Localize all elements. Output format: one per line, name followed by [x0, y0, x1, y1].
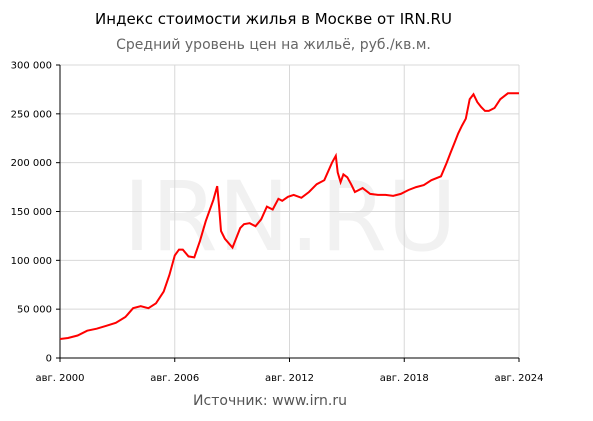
y-tick-label: 200 000: [11, 158, 52, 169]
x-tick-label: авг. 2024: [494, 373, 543, 384]
chart-title: Индекс стоимости жилья в Москве от IRN.R…: [95, 10, 452, 28]
y-tick-label: 100 000: [11, 256, 52, 267]
x-tick-label: авг. 2012: [265, 373, 314, 384]
x-tick-label: авг. 2000: [35, 373, 84, 384]
x-tick-label: авг. 2006: [150, 373, 199, 384]
x-tick-label: авг. 2018: [380, 373, 429, 384]
chart-subtitle: Средний уровень цен на жильё, руб./кв.м.: [116, 37, 431, 53]
axes: [56, 64, 520, 362]
y-tick-label: 50 000: [17, 305, 52, 316]
y-tick-label: 300 000: [11, 61, 52, 72]
y-tick-label: 0: [46, 354, 52, 365]
y-tick-label: 250 000: [11, 109, 52, 120]
price-index-line: [59, 92, 519, 340]
tick-labels: 0 50 000 100 000 150 000 200 000 250 000 300 0…: [11, 61, 544, 385]
grid: [60, 64, 520, 358]
y-tick-label: 150 000: [11, 207, 52, 218]
source-note: Источник: www.irn.ru: [193, 393, 347, 409]
